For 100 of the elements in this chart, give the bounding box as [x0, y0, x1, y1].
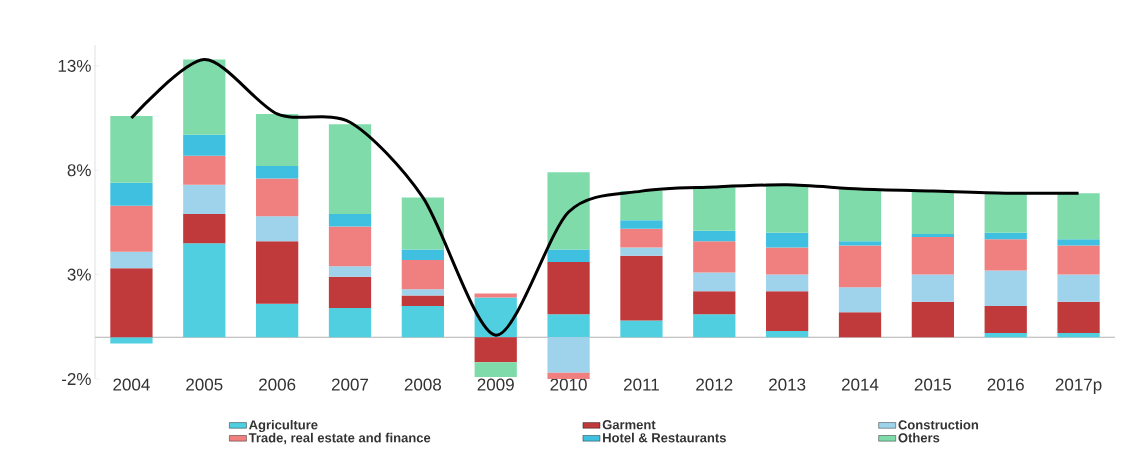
bar: [183, 243, 226, 338]
bar: [984, 333, 1027, 338]
bar: [401, 295, 444, 306]
x-tick-label: 2015: [914, 378, 952, 391]
legend-label: Construction: [898, 419, 979, 430]
line-series: [129, 58, 1081, 337]
bar: [328, 308, 372, 338]
bar: [110, 268, 153, 338]
bar: [256, 178, 299, 217]
bar: [911, 237, 954, 275]
bar: [1057, 193, 1100, 240]
legend-label: Others: [898, 432, 940, 443]
bar: [256, 303, 299, 338]
bar: [984, 193, 1027, 233]
bar: [766, 232, 809, 248]
legend-label: Hotel & Restaurants: [603, 432, 726, 443]
bar: [911, 190, 954, 234]
bar: [838, 189, 882, 242]
bar: [183, 134, 226, 156]
bar: [547, 314, 590, 338]
x-tick-label: 2004: [113, 378, 150, 391]
bar: [911, 274, 954, 302]
bar: [547, 249, 590, 263]
bar: [183, 214, 226, 244]
bar: [838, 312, 882, 338]
x-tick-label: 2014: [841, 378, 879, 391]
x-tick-label: 2008: [404, 378, 442, 391]
bar: [984, 239, 1027, 271]
x-tick-label: 2016: [987, 378, 1024, 391]
bar: [110, 251, 153, 269]
y-tick-label: 3%: [67, 268, 91, 281]
bar: [183, 184, 226, 215]
bar: [766, 291, 809, 331]
bar: [110, 337, 153, 344]
bar: [766, 247, 809, 275]
bar: [401, 260, 444, 290]
bar: [693, 314, 736, 338]
bar: [110, 115, 153, 183]
bar: [620, 255, 663, 321]
bar: [620, 320, 663, 338]
bar: [328, 276, 372, 309]
bar: [766, 274, 809, 292]
bar: [1057, 274, 1100, 302]
bar: [328, 226, 372, 267]
bar: [911, 301, 954, 338]
y-tick-label: 13%: [58, 59, 91, 72]
x-tick-label: 2012: [696, 378, 733, 391]
bar: [1057, 239, 1100, 246]
bar: [474, 362, 517, 377]
bar: [1057, 333, 1100, 338]
x-tick-label: 2017p: [1055, 378, 1102, 394]
bar: [474, 293, 517, 298]
x-tick-label: 2010: [550, 378, 587, 391]
bar: [1057, 245, 1100, 275]
bar: [547, 372, 590, 379]
bar: [328, 214, 372, 227]
x-tick-label: 2006: [259, 378, 296, 391]
bar: [474, 337, 517, 363]
bar: [401, 305, 444, 338]
x-tick-label: 2011: [624, 378, 659, 391]
bar: [984, 232, 1027, 240]
x-tick-label: 2007: [331, 378, 369, 391]
bar: [183, 155, 226, 185]
bar: [693, 241, 736, 273]
bar: [328, 266, 372, 277]
bar: [256, 113, 299, 167]
bar: [693, 272, 736, 292]
bar: [620, 247, 663, 256]
bar: [838, 241, 882, 246]
bar: [256, 216, 299, 242]
bar: [984, 305, 1027, 334]
bar: [766, 330, 809, 338]
bar: [401, 197, 444, 250]
x-tick-label: 2013: [769, 378, 806, 391]
bar: [620, 191, 663, 221]
bar: [693, 230, 736, 242]
bar: [401, 289, 444, 296]
bar: [401, 249, 444, 261]
bar: [620, 228, 663, 248]
bar: [256, 166, 299, 179]
bar: [110, 182, 153, 206]
bar: [693, 186, 736, 231]
y-tick-label: -2%: [61, 373, 91, 385]
y-tick-label: 8%: [67, 164, 91, 177]
bar: [838, 287, 882, 313]
bar: [110, 205, 153, 252]
x-tick-label: 2009: [477, 378, 514, 391]
legend-label: Trade, real estate and finance: [248, 432, 431, 445]
bar: [693, 291, 736, 315]
bar: [911, 233, 954, 238]
legend-label: Garment: [602, 420, 656, 430]
bar: [328, 124, 372, 215]
bar: [766, 184, 809, 233]
bar: [984, 270, 1027, 306]
legend-label: Agriculture: [248, 419, 318, 433]
bar: [256, 241, 299, 304]
bar: [1057, 301, 1100, 334]
bar: [547, 172, 590, 250]
bar: [183, 59, 226, 135]
bar: [620, 220, 663, 229]
